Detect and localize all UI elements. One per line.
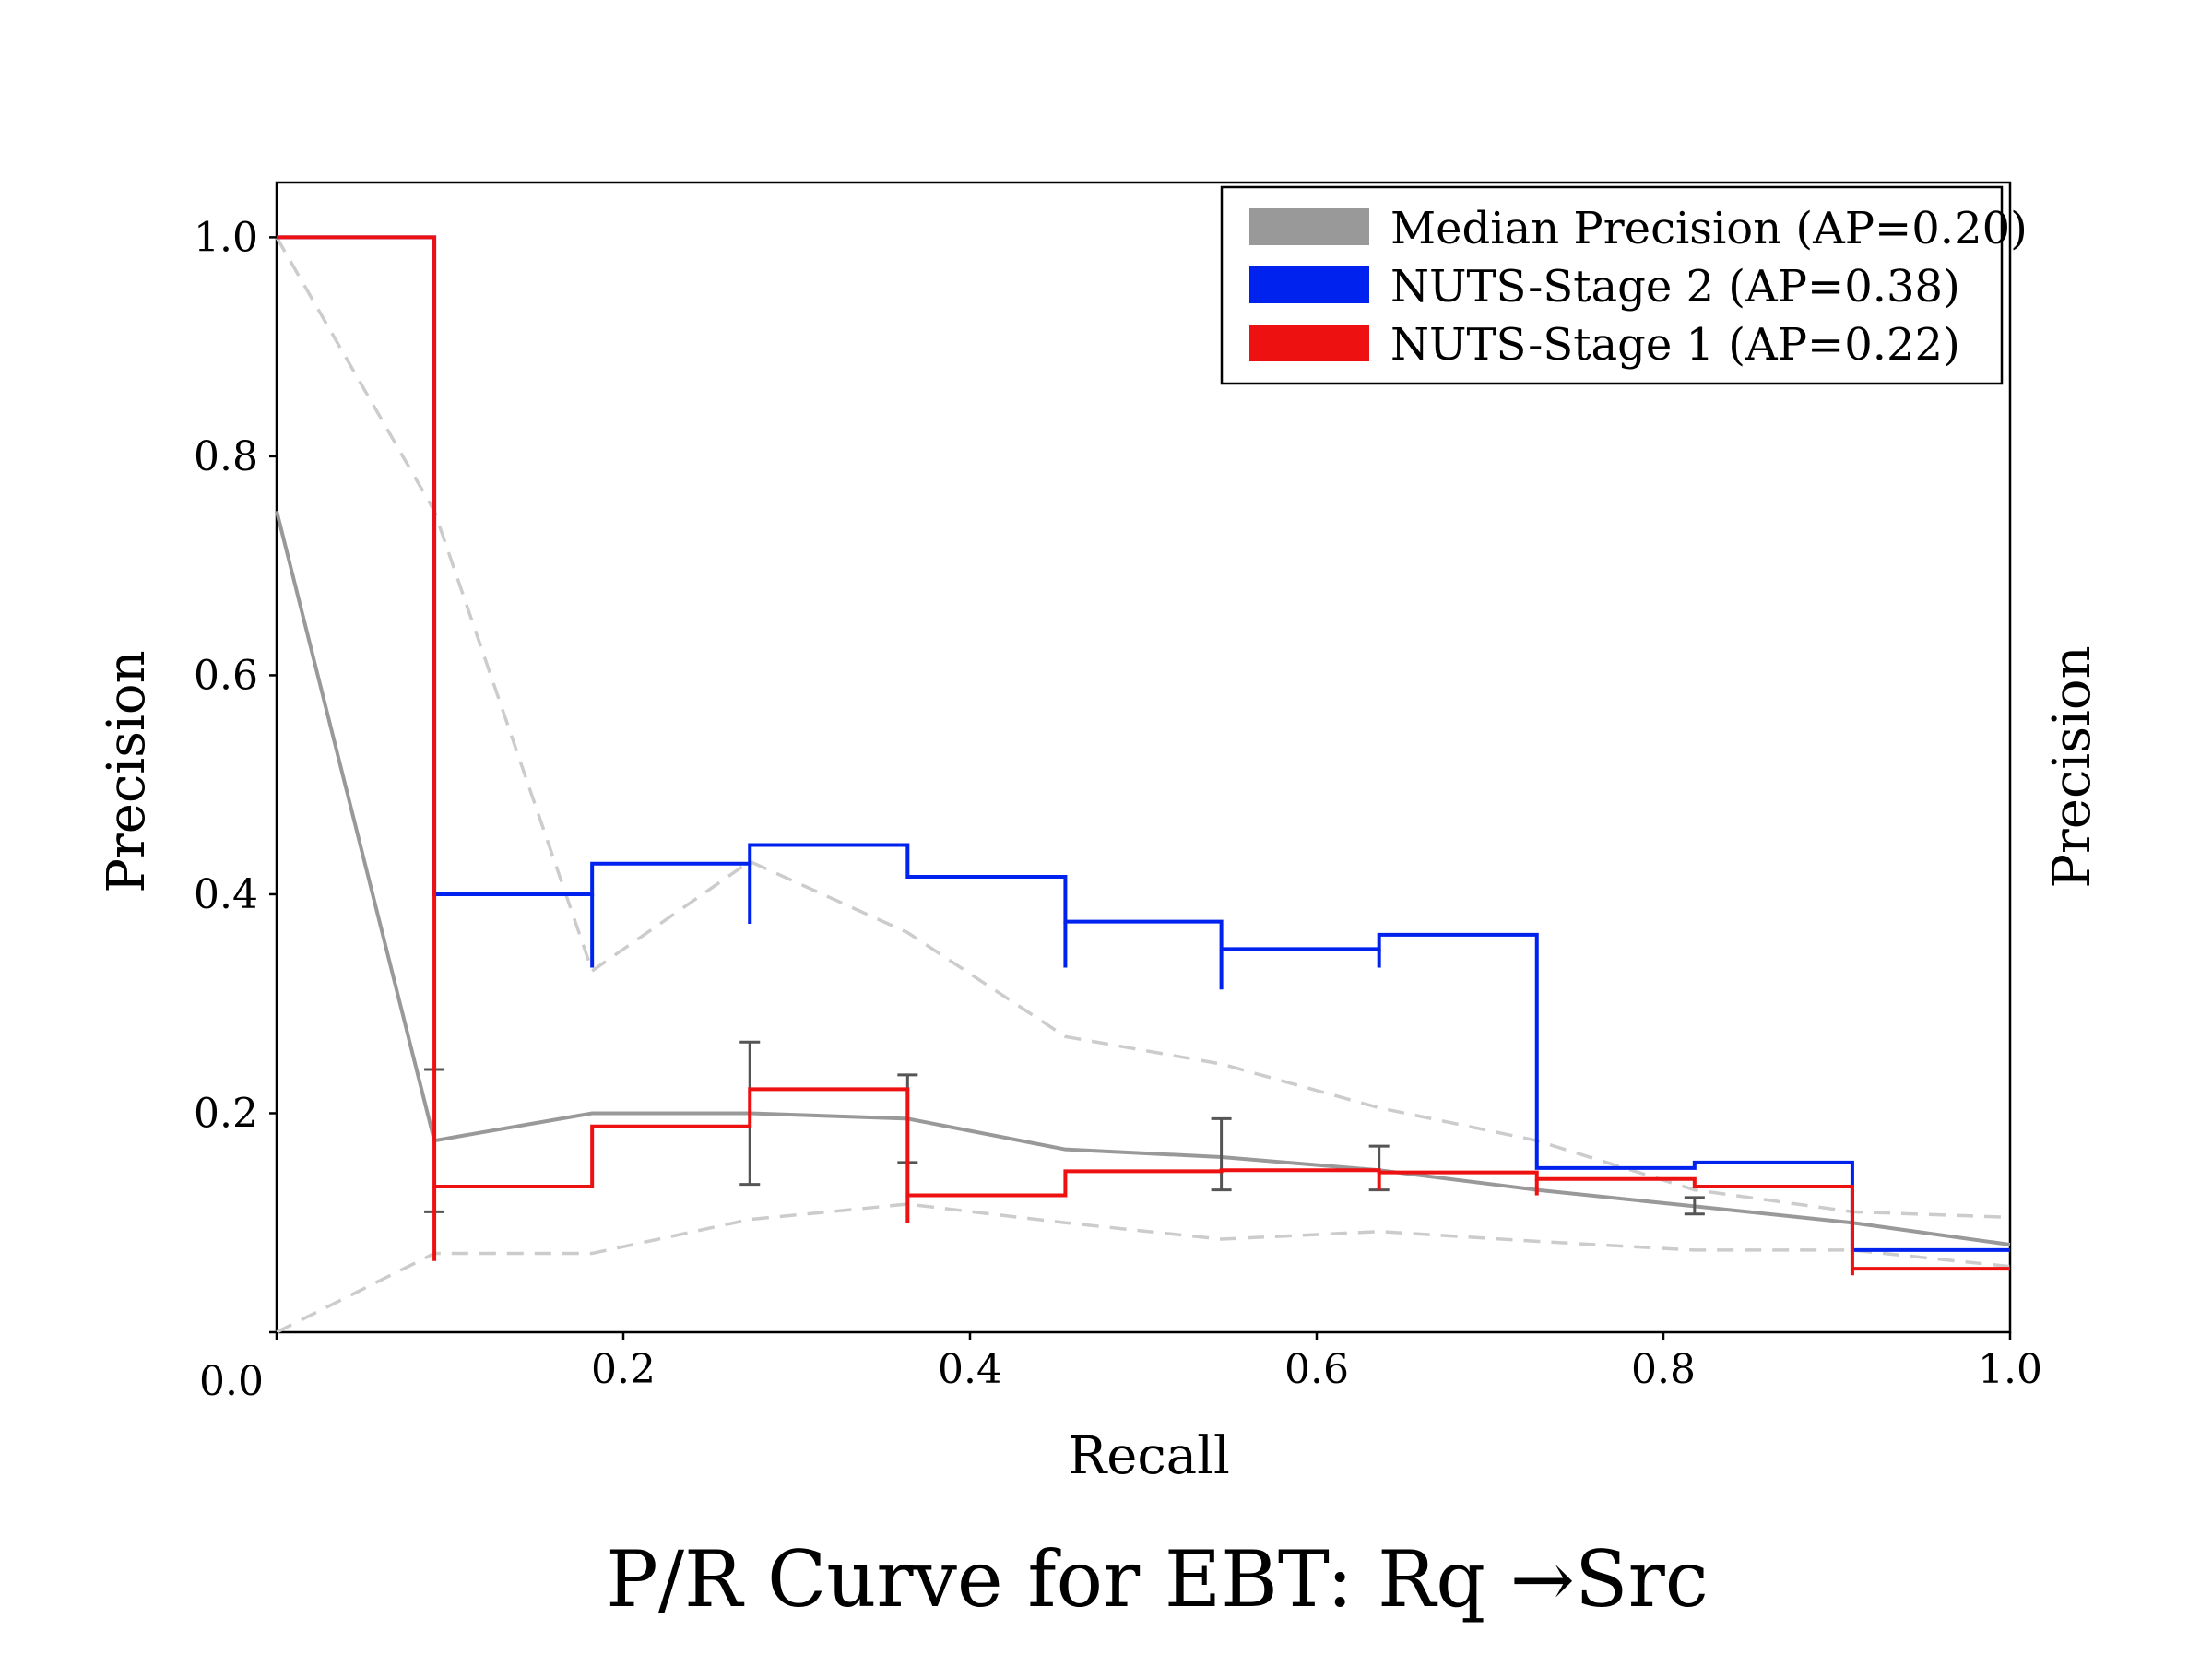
median-band-lower <box>276 1202 2011 1334</box>
x-tick-label: 0.8 <box>1631 1346 1696 1393</box>
y-axis-title: Precision <box>97 650 157 892</box>
median-precision-line <box>275 510 2011 1246</box>
legend-label-stage2: NUTS-Stage 2 (AP=0.38) <box>1390 261 1960 313</box>
stage1-step-line <box>277 235 2010 1271</box>
error-bar <box>1211 1116 1232 1192</box>
stage2-step-line <box>277 235 2010 1252</box>
x-tick-label: 0.6 <box>1284 1346 1349 1393</box>
median-line-layer <box>275 510 2011 1246</box>
x-tick-label: 0.0 <box>199 1358 264 1405</box>
y-tick-label: 1.0 <box>194 214 258 261</box>
x-tick-label: 0.2 <box>591 1346 656 1393</box>
y-tick-label: 0.2 <box>194 1090 258 1137</box>
chart-title: P/R Curve for EBT: Rq →Src <box>606 1534 1709 1624</box>
x-tick-label: 1.0 <box>1978 1346 2042 1393</box>
y-tick-label: 0.6 <box>194 652 258 699</box>
y-tick-label: 0.4 <box>194 871 258 918</box>
stage2-step-layer <box>277 235 2010 1252</box>
x-axis-title: Recall <box>1068 1426 1230 1486</box>
legend-label-median: Median Precision (AP=0.20) <box>1390 203 2028 254</box>
x-tick-label: 0.4 <box>938 1346 1002 1393</box>
legend-swatch-stage2 <box>1249 266 1369 303</box>
stage1-step-layer <box>277 235 2010 1276</box>
legend-swatch-median <box>1249 208 1369 245</box>
legend-swatch-stage1 <box>1249 325 1369 361</box>
error-bar <box>1684 1196 1705 1216</box>
y-axis-title-right: Precision <box>2042 645 2102 888</box>
legend-label-stage1: NUTS-Stage 1 (AP=0.22) <box>1390 319 1960 371</box>
legend: Median Precision (AP=0.20) NUTS-Stage 2 … <box>1220 185 2028 385</box>
axis-layer: 0.0 0.2 0.4 0.6 0.8 1.0 0.2 0.4 0.6 0.8 1.0 <box>194 214 2042 1405</box>
y-tick-label: 0.8 <box>194 433 258 480</box>
